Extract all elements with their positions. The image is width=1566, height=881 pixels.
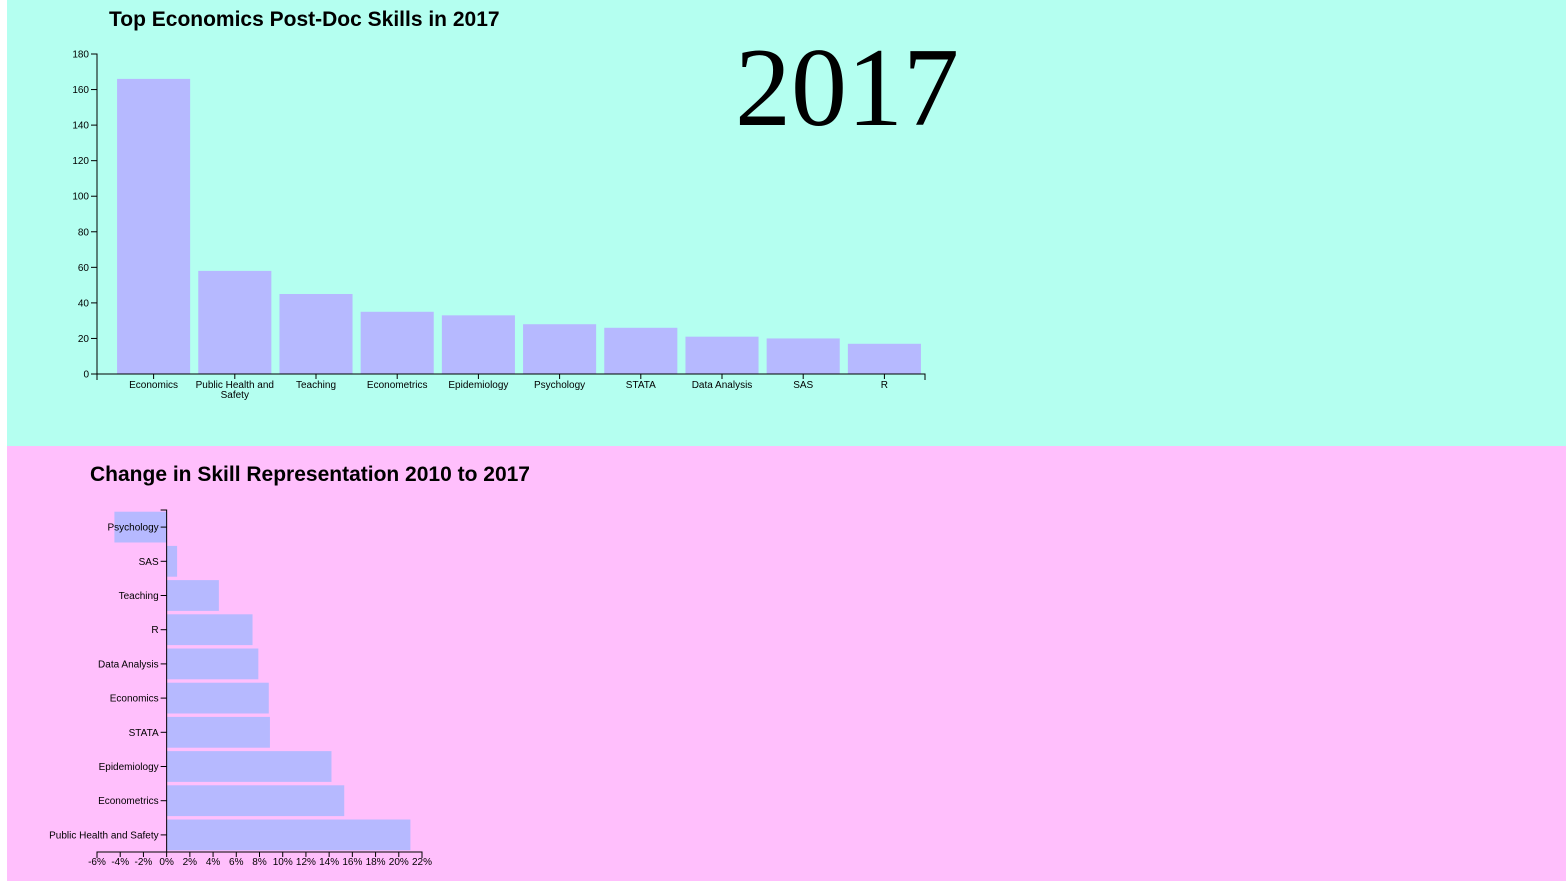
y-tick-label: 120 [72,156,89,167]
bar-r [166,614,253,646]
x-tick-label: 6% [229,857,244,868]
bar-stata [604,327,678,374]
bar-epidemiology [441,315,515,374]
x-tick-label-epidemiology: Epidemiology [448,380,508,391]
y-tick-label-sas: SAS [139,557,159,568]
bar-stata [166,716,270,748]
top-bar-chart: Economics Public Health and Safety Teaching… [72,50,926,401]
bar-psychology [114,511,167,543]
y-tick-label: 140 [72,121,89,132]
y-tick-label-r: R [151,625,158,636]
y-tick-label-economics: Economics [110,694,159,705]
x-tick-label: 12% [296,857,316,868]
x-tick-label: 4% [206,857,221,868]
y-tick-label-econometrics: Econometrics [98,796,159,807]
y-tick-label-psychology: Psychology [108,523,159,534]
y-tick-label: 40 [78,298,90,309]
bar-epidemiology [166,751,332,782]
x-tick-label: 16% [342,857,362,868]
y-tick-label: 180 [72,50,89,61]
bar-teaching [166,580,219,611]
bar-sas [766,338,840,374]
y-tick-label-teaching: Teaching [119,591,159,602]
bar-teaching [279,294,353,374]
x-tick-label-economics: Economics [129,380,178,391]
bar-economics [117,78,191,374]
x-tick-label-data-analysis: Data Analysis [692,380,753,391]
y-tick-label-epidemiology: Epidemiology [99,762,159,773]
y-tick-label-stata: STATA [129,728,159,739]
bar-psychology [523,324,597,374]
x-tick-label-sas: SAS [793,380,813,391]
x-tick-label: 22% [412,857,432,868]
bar-econometrics [360,311,434,374]
bar-r [847,343,921,374]
x-tick-label: -6% [88,857,106,868]
y-tick-label-data-analysis: Data Analysis [98,659,159,670]
x-tick-label-r: R [881,380,888,391]
bar-sas [166,545,178,577]
x-tick-label: 20% [389,857,409,868]
bar-public-health-and-safety [198,270,272,374]
x-tick-label: 0% [159,857,174,868]
y-tick-label: 160 [72,85,89,96]
bar-econometrics [166,785,345,817]
y-tick-label: 60 [78,263,90,274]
top-chart-title: Top Economics Post-Doc Skills in 2017 [109,8,500,31]
x-tick-label: 10% [273,857,293,868]
x-tick-label: 2% [183,857,198,868]
x-tick-label-public-health-and-safety: Public Health and Safety [196,380,274,401]
bar-data-analysis [685,336,759,374]
y-tick-label: 20 [78,334,90,345]
y-tick-label: 100 [72,192,89,203]
bar-data-analysis [166,648,259,680]
x-tick-label-teaching: Teaching [296,380,336,391]
year-label: 2017 [735,26,959,150]
bar-economics [166,682,269,714]
bottom-chart-title: Change in Skill Representation 2010 to 2… [90,463,530,486]
x-tick-label: 18% [366,857,386,868]
x-tick-label-psychology: Psychology [534,380,585,391]
x-tick-label-econometrics: Econometrics [367,380,428,391]
x-axis-line [96,373,926,380]
x-tick-label: 14% [319,857,339,868]
y-tick-label: 0 [83,370,89,381]
x-tick-label-stata: STATA [626,380,656,391]
x-tick-label: -2% [135,857,153,868]
x-tick-label: 8% [252,857,267,868]
bar-public-health-and-safety [166,819,411,851]
y-tick-label-public-health-and-safety: Public Health and Safety [49,830,159,841]
y-tick-label: 80 [78,227,90,238]
x-tick-label: -4% [111,857,129,868]
